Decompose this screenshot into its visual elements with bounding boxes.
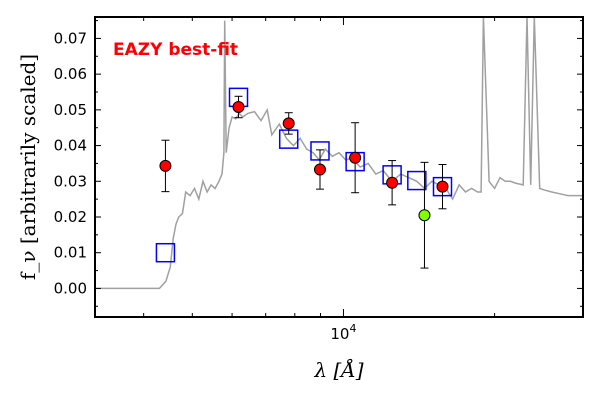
observed-flux-point <box>232 101 245 113</box>
y-axis-title: f_ν [arbitrarily scaled] <box>16 54 40 280</box>
sed-spectrum-layer <box>95 17 583 290</box>
annotation-label: EAZY best-fit <box>113 40 238 60</box>
spectrum-line <box>95 17 583 290</box>
y-tick-label: 0.02 <box>54 208 87 226</box>
y-tick-label: 0.01 <box>54 244 87 262</box>
x-axis-title: λ [Å] <box>313 357 363 382</box>
y-tick-label: 0.07 <box>54 29 87 47</box>
observed-flux-point <box>159 159 172 172</box>
model-flux-marker <box>155 242 176 263</box>
model-flux-layer <box>155 87 453 263</box>
plot-frame <box>94 16 584 318</box>
x-tick-label: 104 <box>330 322 356 343</box>
axis-ticks: 0.00 0.01 0.02 0.03 0.04 0.05 0.06 0.07 104 <box>54 17 584 343</box>
y-tick-label: 0.04 <box>54 137 87 155</box>
model-flux-marker <box>407 170 427 191</box>
y-tick-label: 0.06 <box>54 65 87 83</box>
y-tick-label: 0.05 <box>54 101 87 119</box>
observed-flux-point <box>313 163 326 176</box>
observed-flux-layer <box>159 95 449 269</box>
observed-flux-point <box>386 176 399 189</box>
observed-flux-point <box>349 151 362 164</box>
observed-flux-point <box>282 117 295 130</box>
observed-flux-point <box>436 180 449 193</box>
y-tick-label: 0.03 <box>54 172 87 190</box>
observed-flux-point <box>418 209 431 222</box>
y-tick-label: 0.00 <box>54 279 87 297</box>
